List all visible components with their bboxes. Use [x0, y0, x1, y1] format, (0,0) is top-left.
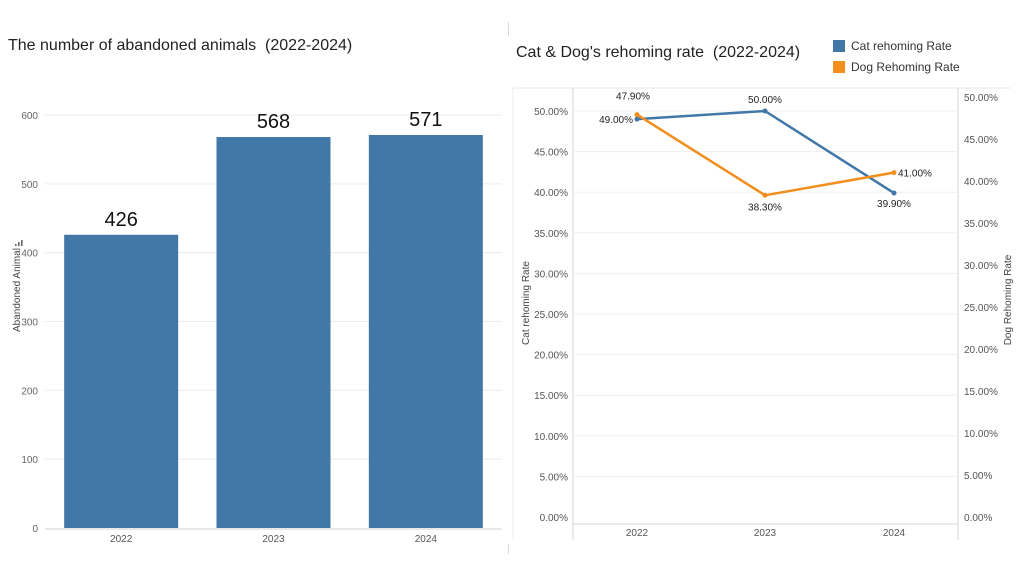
left-y-tick-label: 5.00% [540, 472, 568, 483]
y-tick-label: 100 [21, 455, 38, 466]
legend-item-cat: Cat rehoming Rate [833, 35, 960, 56]
bar [64, 234, 179, 528]
x-tick-label: 2023 [754, 528, 777, 539]
left-y-tick-label: 40.00% [534, 188, 568, 199]
bar-data-label: 571 [409, 109, 442, 131]
x-tick-label: 2024 [415, 534, 438, 545]
x-tick-label: 2024 [883, 528, 906, 539]
right-y-tick-label: 20.00% [964, 345, 998, 356]
right-y-tick-label: 15.00% [964, 387, 998, 398]
sort-icon [21, 240, 23, 246]
x-tick-label: 2022 [626, 528, 649, 539]
y-tick-label: 600 [21, 111, 38, 122]
bar-data-label: 568 [257, 111, 290, 133]
series-point-cat [634, 116, 640, 122]
left-y-tick-label: 45.00% [534, 148, 568, 159]
point-data-label: 49.00% [599, 115, 633, 126]
bar [216, 137, 331, 528]
right-y-tick-label: 45.00% [964, 135, 998, 146]
right-y-tick-label: 10.00% [964, 429, 998, 440]
right-y-axis-title: Dog Rehoming Rate [1003, 254, 1014, 345]
bar [368, 134, 483, 528]
legend-label-dog: Dog Rehoming Rate [851, 59, 960, 74]
right-y-tick-label: 30.00% [964, 261, 998, 272]
line-chart-title: Cat & Dog's rehoming rate (2022-2024) [516, 44, 801, 61]
left-y-tick-label: 15.00% [534, 391, 568, 402]
panel-divider-bottom [508, 544, 509, 554]
point-data-label: 38.30% [748, 202, 782, 213]
legend-item-dog: Dog Rehoming Rate [833, 56, 960, 77]
right-y-tick-label: 0.00% [964, 513, 992, 524]
point-data-label: 41.00% [898, 169, 932, 180]
line-chart-legend: Cat rehoming Rate Dog Rehoming Rate [833, 35, 960, 77]
series-point-dog [762, 192, 768, 198]
y-tick-label: 200 [21, 386, 38, 397]
left-y-tick-label: 20.00% [534, 351, 568, 362]
point-data-label: 50.00% [748, 95, 782, 106]
x-tick-label: 2022 [110, 534, 133, 545]
series-point-cat [762, 108, 768, 114]
series-point-dog [634, 112, 640, 118]
right-y-tick-label: 5.00% [964, 471, 992, 482]
left-y-tick-label: 30.00% [534, 269, 568, 280]
y-tick-label: 400 [21, 249, 38, 260]
right-y-tick-label: 35.00% [964, 219, 998, 230]
y-axis-title: Abandoned Animal [12, 248, 23, 332]
y-tick-label: 300 [21, 318, 38, 329]
left-y-tick-label: 10.00% [534, 432, 568, 443]
left-y-tick-label: 50.00% [534, 107, 568, 118]
left-y-tick-label: 35.00% [534, 229, 568, 240]
sort-icon [18, 242, 20, 246]
bar-data-label: 426 [104, 209, 137, 231]
y-tick-label: 500 [21, 180, 38, 191]
series-line-dog [636, 113, 895, 197]
right-y-tick-label: 40.00% [964, 177, 998, 188]
left-y-tick-label: 25.00% [534, 310, 568, 321]
point-data-label: 39.90% [877, 199, 911, 210]
right-y-tick-label: 25.00% [964, 303, 998, 314]
legend-swatch-dog [833, 60, 845, 73]
series-point-dog [891, 170, 897, 176]
left-y-tick-label: 0.00% [540, 513, 568, 524]
left-y-axis-title: Cat rehoming Rate [521, 261, 532, 345]
x-tick-label: 2023 [262, 534, 285, 545]
panel-divider-top [508, 22, 509, 36]
series-point-cat [891, 190, 897, 196]
right-y-tick-label: 50.00% [964, 93, 998, 104]
bar-chart-title: The number of abandoned animals (2022-20… [8, 37, 353, 54]
y-tick-label: 0 [32, 524, 38, 535]
sort-icon [15, 244, 17, 246]
point-data-label: 47.90% [616, 92, 650, 103]
legend-swatch-cat [833, 39, 845, 52]
legend-label-cat: Cat rehoming Rate [851, 38, 952, 53]
